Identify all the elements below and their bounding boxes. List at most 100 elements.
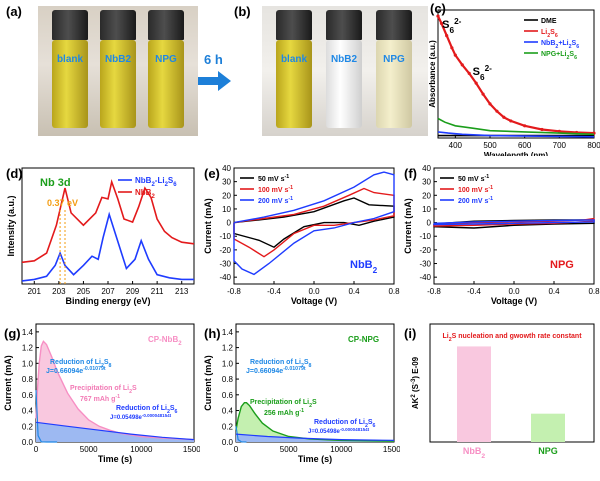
- data-point: [495, 109, 499, 113]
- y-axis-title: Current (mA): [403, 198, 413, 254]
- x-tick-label: 800: [587, 141, 600, 150]
- x-axis-title: Time (s): [98, 454, 132, 464]
- legend-label: 100 mV s-1: [458, 185, 493, 194]
- series-line: [433, 219, 595, 226]
- x-tick-label: NbB2: [463, 446, 486, 460]
- x-tick-label: 207: [101, 287, 115, 296]
- data-point: [445, 34, 449, 38]
- series-line: [35, 390, 58, 443]
- y-tick-label: -20: [219, 246, 231, 255]
- panel-label: (g): [4, 326, 21, 341]
- data-point: [460, 63, 464, 67]
- data-point: [557, 129, 561, 133]
- annotation-text: 767 mAh g-1: [80, 394, 120, 403]
- sample-label: CP-NPG: [348, 335, 379, 344]
- data-point: [436, 14, 440, 18]
- y-tick-label: -30: [419, 260, 431, 269]
- annotation-eq: J=0.05498e-0.000048154t: [110, 413, 172, 422]
- x-tick-label: 201: [28, 287, 42, 296]
- legend-label: 50 mV s-1: [458, 174, 489, 183]
- x-tick-label: 10000: [130, 445, 153, 454]
- x-tick-label: 500: [483, 141, 497, 150]
- y-tick-label: 40: [422, 164, 431, 173]
- y-tick-label: 10: [422, 205, 431, 214]
- plot-title: Li2S nucleation and gwowth rate constant: [442, 333, 582, 343]
- y-tick-label: 0.6: [22, 391, 34, 400]
- y-tick-label: 0.4: [222, 407, 234, 416]
- y-axis-title: Intensity (a.u.): [6, 195, 16, 256]
- x-axis-title: Voltage (V): [491, 296, 537, 306]
- data-point: [439, 21, 444, 26]
- y-tick-label: 10: [222, 205, 231, 214]
- y-tick-label: 0.4: [22, 407, 34, 416]
- panel-label: (h): [204, 326, 221, 341]
- y-tick-label: 0.2: [22, 422, 34, 431]
- series-line: [35, 340, 195, 441]
- data-point: [474, 81, 478, 85]
- annotation-text: Reduction of Li2S8: [250, 359, 312, 369]
- x-tick-label: -0.8: [227, 287, 241, 296]
- chart-d: (d) 201 203 205 207 209 211 213 Binding energy (…: [6, 166, 195, 306]
- annotation-text: Reduction of Li2S6: [314, 419, 376, 429]
- y-tick-label: -10: [419, 232, 431, 241]
- annotation-text: 256 mAh g-1: [264, 408, 304, 417]
- panel-label: (c): [430, 1, 446, 16]
- data-point: [488, 102, 492, 106]
- plot-frame: [437, 9, 595, 139]
- y-tick-label: -40: [419, 273, 431, 282]
- x-tick-label: 0.8: [588, 287, 600, 296]
- y-tick-label: 0.8: [22, 375, 34, 384]
- y-tick-label: -20: [419, 246, 431, 255]
- x-tick-label: 0: [34, 445, 39, 454]
- panel-label: (d): [6, 166, 23, 181]
- x-tick-label: -0.4: [467, 287, 481, 296]
- y-tick-label: 0.2: [222, 422, 234, 431]
- data-point: [523, 124, 527, 128]
- x-tick-label: 0.4: [548, 287, 560, 296]
- series-line: [437, 131, 595, 138]
- data-point: [502, 115, 506, 119]
- series-line: [21, 211, 194, 282]
- annotation-text: Precipitation of Li2S: [70, 385, 137, 395]
- series-line: [233, 187, 395, 258]
- vial-label: blank: [56, 54, 84, 65]
- series-line: [233, 197, 395, 249]
- y-tick-label: 0: [427, 219, 432, 228]
- legend-label: NbB2+Li2S6: [541, 40, 579, 50]
- y-tick-label: 20: [422, 191, 431, 200]
- sample-label: CP-NbB2: [148, 335, 182, 347]
- y-tick-label: 0.6: [222, 391, 234, 400]
- panel-label: (f): [404, 166, 417, 181]
- x-tick-label: 0.0: [308, 287, 320, 296]
- series-line: [235, 433, 395, 441]
- x-tick-label: -0.4: [267, 287, 281, 296]
- y-axis-title: Current (mA): [203, 198, 213, 254]
- x-tick-label: 0: [234, 445, 239, 454]
- legend-label: NbB2-Li2S6: [135, 176, 177, 188]
- series-line: [35, 421, 195, 441]
- area-fill: [36, 341, 194, 442]
- y-tick-label: -40: [219, 273, 231, 282]
- chart-e: (e) -0.8 -0.4 0.0 0.4 0.8 -40 -30 -20 -10 0 10 20 30 4…: [203, 164, 400, 306]
- legend-label: NPG+Li2S6: [541, 51, 577, 61]
- x-tick-label: 205: [77, 287, 91, 296]
- y-tick-label: -10: [219, 232, 231, 241]
- y-tick-label: 30: [222, 178, 231, 187]
- y-axis-title: AK2 (S-3) E-09: [411, 356, 420, 409]
- bar: [531, 413, 565, 442]
- x-tick-label: 0.0: [508, 287, 520, 296]
- panel-label: (e): [204, 166, 220, 181]
- y-tick-label: 40: [222, 164, 231, 173]
- data-point: [467, 71, 471, 75]
- chart-f: (f) -0.8 -0.4 0.0 0.4 0.8 -40 -30 -20 -10 0 10 20 30 4…: [403, 164, 600, 306]
- data-point: [481, 92, 485, 96]
- panel-label: (i): [404, 326, 416, 341]
- x-tick-label: -0.8: [427, 287, 441, 296]
- vial-label: NPG: [155, 54, 177, 65]
- y-tick-label: 0: [227, 219, 232, 228]
- x-tick-label: 203: [52, 287, 66, 296]
- x-tick-label: 211: [151, 287, 164, 296]
- legend-label: NbB2: [135, 188, 155, 200]
